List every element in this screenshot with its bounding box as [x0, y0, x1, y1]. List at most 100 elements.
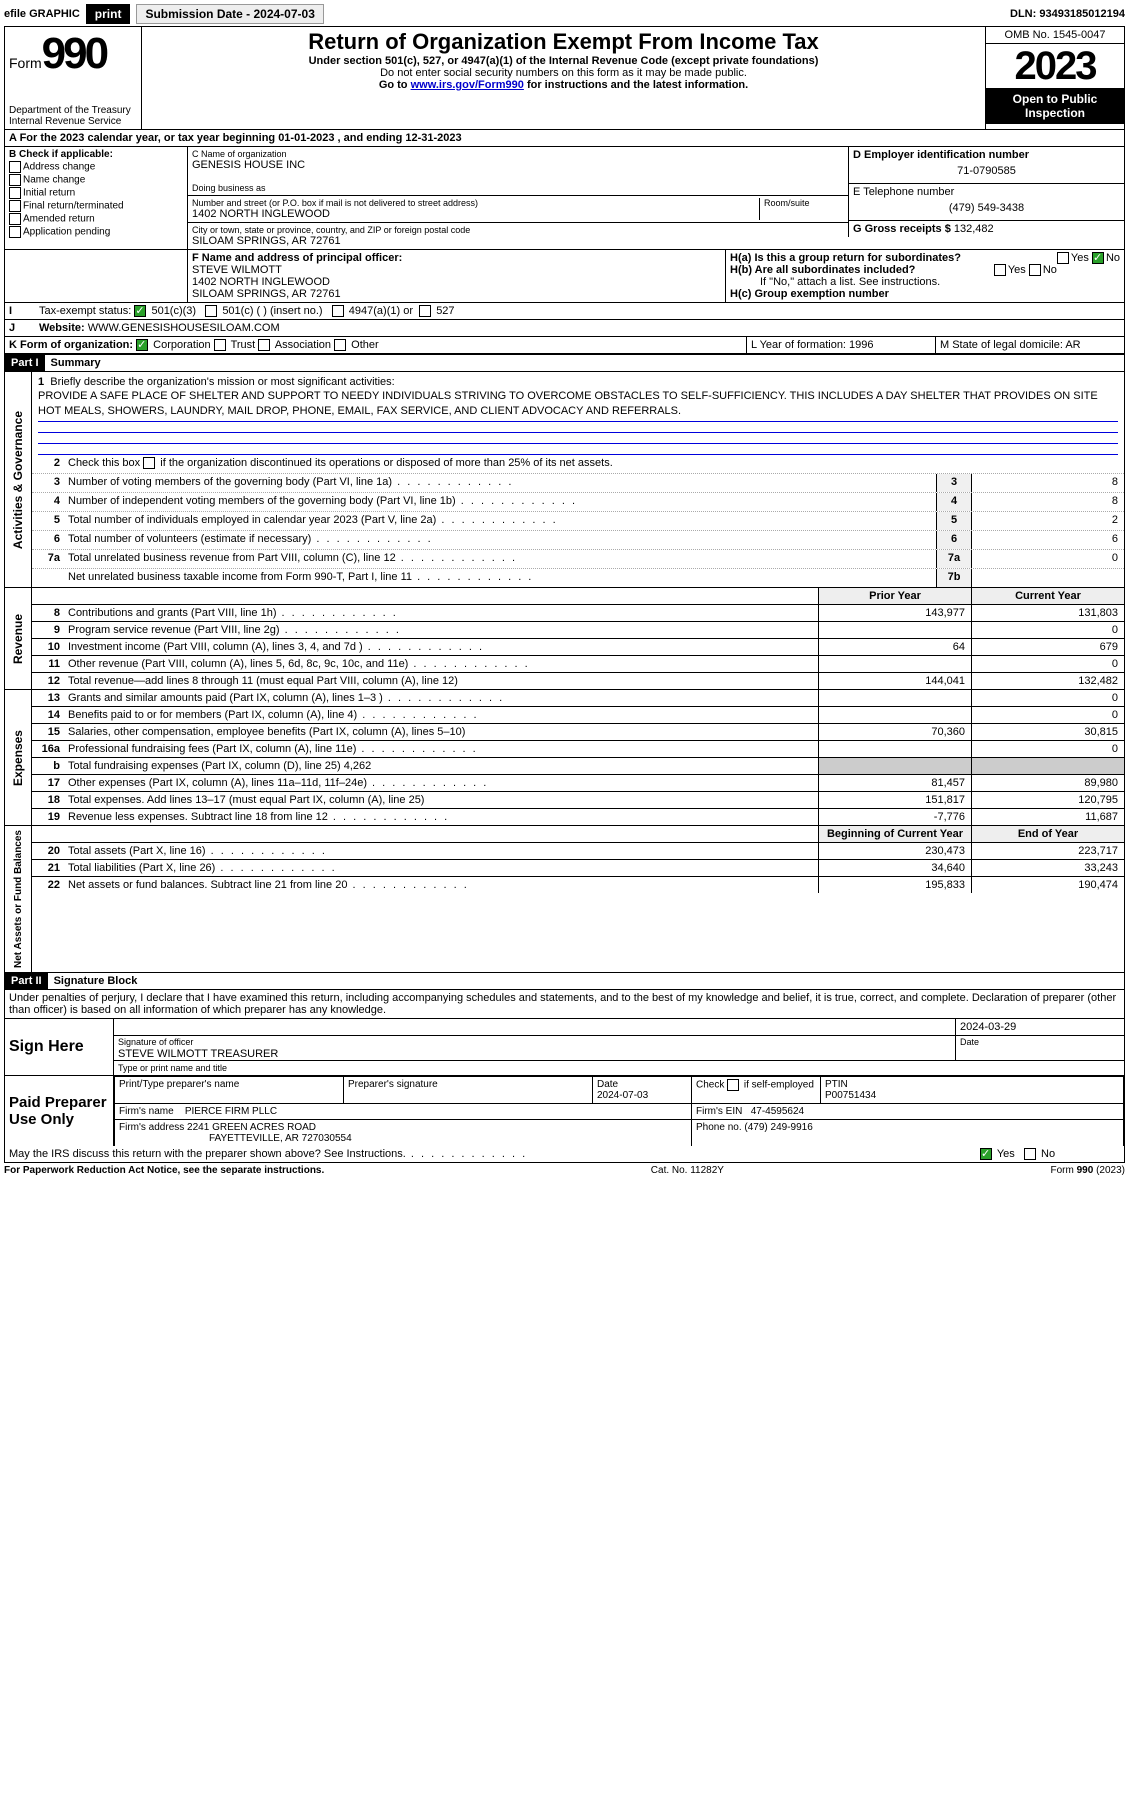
net-assets-section: Net Assets or Fund Balances Beginning of… [5, 826, 1124, 972]
section-a: A For the 2023 calendar year, or tax yea… [5, 130, 1124, 147]
checkbox-discontinued[interactable] [143, 457, 155, 469]
checkbox-trust[interactable] [214, 339, 226, 351]
checkbox-hb-yes[interactable] [994, 264, 1006, 276]
sign-date: 2024-03-29 [955, 1019, 1124, 1035]
k-l-m-row: K Form of organization: Corporation Trus… [5, 337, 1124, 354]
checkbox-501c[interactable] [205, 305, 217, 317]
prep-date: 2024-07-03 [597, 1090, 648, 1101]
officer-addr2: SILOAM SPRINGS, AR 72761 [192, 288, 721, 300]
year-formation: L Year of formation: 1996 [746, 337, 935, 353]
vlabel-governance: Activities & Governance [9, 407, 27, 553]
checkbox-app-pending[interactable] [9, 226, 21, 238]
footer-right: Form 990 (2023) [1051, 1165, 1125, 1176]
irs-link[interactable]: www.irs.gov/Form990 [411, 79, 524, 91]
line7b-text: Net unrelated business taxable income fr… [64, 569, 936, 587]
room-label: Room/suite [764, 198, 844, 208]
efile-label: efile GRAPHIC [4, 8, 80, 20]
checkbox-ha-yes[interactable] [1057, 252, 1069, 264]
form-subtitle: Under section 501(c), 527, or 4947(a)(1)… [148, 55, 979, 67]
line5-text: Total number of individuals employed in … [64, 512, 936, 530]
street-address: 1402 NORTH INGLEWOOD [192, 208, 759, 220]
part1-header: Part I [5, 355, 45, 371]
checkbox-discuss-yes[interactable] [980, 1148, 992, 1160]
vlabel-expenses: Expenses [9, 726, 27, 790]
line4-text: Number of independent voting members of … [64, 493, 936, 511]
hc-label: H(c) Group exemption number [730, 288, 1120, 300]
paid-preparer-label: Paid Preparer Use Only [5, 1076, 114, 1146]
col-end: End of Year [971, 826, 1124, 842]
firm-addr1: 2241 GREEN ACRES ROAD [187, 1122, 316, 1133]
mission-label: Briefly describe the organization's miss… [50, 376, 394, 388]
i-j-row: I Tax-exempt status: 501(c)(3) 501(c) ( … [5, 303, 1124, 320]
col-current: Current Year [971, 588, 1124, 604]
vlabel-revenue: Revenue [9, 610, 27, 668]
dba-label: Doing business as [192, 183, 844, 193]
city-label: City or town, state or province, country… [192, 225, 844, 235]
org-name: GENESIS HOUSE INC [192, 159, 844, 171]
checkbox-assoc[interactable] [258, 339, 270, 351]
c-name-label: C Name of organization [192, 149, 844, 159]
firm-phone: (479) 249-9916 [744, 1122, 812, 1133]
k-label: K Form of organization: [9, 339, 133, 351]
checkbox-corp[interactable] [136, 339, 148, 351]
footer-mid: Cat. No. 11282Y [651, 1165, 724, 1176]
print-button[interactable]: print [86, 4, 131, 24]
paid-preparer-row: Paid Preparer Use Only Print/Type prepar… [5, 1075, 1124, 1146]
firm-addr2: FAYETTEVILLE, AR 727030554 [119, 1133, 352, 1144]
checkbox-hb-no[interactable] [1029, 264, 1041, 276]
type-name-label: Type or print name and title [114, 1060, 1124, 1075]
submission-button[interactable]: Submission Date - 2024-07-03 [136, 4, 323, 24]
telephone: (479) 549-3438 [853, 198, 1120, 218]
checkbox-initial-return[interactable] [9, 187, 21, 199]
hb-label: H(b) Are all subordinates included? [730, 264, 915, 276]
line7b-val [972, 569, 1124, 587]
col-prior: Prior Year [818, 588, 971, 604]
line7a-val: 0 [972, 550, 1124, 568]
line6-val: 6 [972, 531, 1124, 549]
checkbox-final-return[interactable] [9, 200, 21, 212]
ein: 71-0790585 [853, 161, 1120, 181]
ptin: P00751434 [825, 1090, 876, 1101]
firm-name: PIERCE FIRM PLLC [185, 1106, 277, 1117]
line6-text: Total number of volunteers (estimate if … [64, 531, 936, 549]
checkbox-amended[interactable] [9, 213, 21, 225]
line4-val: 8 [972, 493, 1124, 511]
hb-note: If "No," attach a list. See instructions… [730, 276, 1120, 288]
checkbox-ha-no[interactable] [1092, 252, 1104, 264]
form-header: Form990 Department of the Treasury Inter… [5, 27, 1124, 130]
form-title: Return of Organization Exempt From Incom… [148, 29, 979, 55]
part2-title: Signature Block [48, 973, 144, 989]
f-h-row: F Name and address of principal officer:… [5, 250, 1124, 303]
omb-number: OMB No. 1545-0047 [986, 27, 1124, 44]
officer-name: STEVE WILMOTT [192, 264, 721, 276]
firm-ein: 47-4595624 [751, 1106, 804, 1117]
sign-here-label: Sign Here [5, 1019, 114, 1075]
checkbox-name-change[interactable] [9, 174, 21, 186]
line7a-text: Total unrelated business revenue from Pa… [64, 550, 936, 568]
f-label: F Name and address of principal officer: [192, 252, 721, 264]
line5-val: 2 [972, 512, 1124, 530]
line3-text: Number of voting members of the governin… [64, 474, 936, 492]
dept-treasury: Department of the Treasury [9, 105, 137, 116]
form-number: 990 [42, 29, 106, 78]
part1-title: Summary [45, 355, 107, 371]
tax-year: 2023 [986, 44, 1124, 88]
mission-text: PROVIDE A SAFE PLACE OF SHELTER AND SUPP… [38, 390, 1098, 416]
checkbox-discuss-no[interactable] [1024, 1148, 1036, 1160]
officer-signature-name: STEVE WILMOTT TREASURER [118, 1048, 278, 1060]
gross-receipts: 132,482 [954, 223, 994, 235]
checkbox-501c3[interactable] [134, 305, 146, 317]
revenue-section: Revenue Prior YearCurrent Year 8Contribu… [5, 588, 1124, 690]
form-990: Form990 Department of the Treasury Inter… [4, 26, 1125, 1163]
sign-here-row: Sign Here 2024-03-29 Signature of office… [5, 1019, 1124, 1075]
checkbox-other[interactable] [334, 339, 346, 351]
col-beginning: Beginning of Current Year [818, 826, 971, 842]
open-inspection: Open to Public Inspection [986, 88, 1124, 124]
checkbox-527[interactable] [419, 305, 431, 317]
checkbox-4947[interactable] [332, 305, 344, 317]
website: WWW.GENESISHOUSESILOAM.COM [88, 322, 280, 334]
checkbox-address-change[interactable] [9, 161, 21, 173]
checkbox-self-employed[interactable] [727, 1079, 739, 1091]
tax-status-label: Tax-exempt status: [39, 305, 131, 317]
dept-irs: Internal Revenue Service [9, 116, 137, 127]
